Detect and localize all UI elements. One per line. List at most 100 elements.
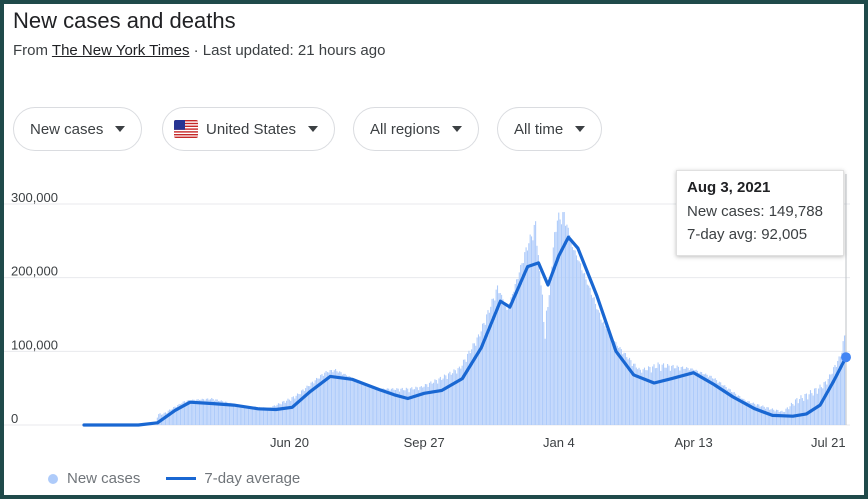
bar — [239, 405, 241, 425]
tooltip-new-cases: New cases: 149,788 — [687, 203, 823, 220]
bar — [424, 383, 426, 425]
bar — [697, 370, 699, 425]
bar — [189, 400, 191, 425]
bar — [302, 389, 304, 425]
bar — [296, 393, 299, 425]
bar — [234, 403, 236, 425]
bar — [378, 388, 380, 425]
bar — [330, 370, 333, 425]
bar — [524, 252, 526, 425]
bar — [503, 302, 505, 425]
bar — [223, 402, 225, 425]
cases-chart[interactable]: 0 100,000 200,000 300,000 Jun 20 Sep 27 Jan 4 A… — [4, 164, 864, 464]
bar — [702, 374, 704, 425]
bar — [313, 383, 315, 425]
bar — [688, 370, 690, 425]
bar — [671, 365, 673, 425]
bar — [694, 370, 696, 425]
bar — [431, 383, 433, 425]
bar — [169, 409, 171, 425]
bar — [291, 397, 293, 425]
bar — [645, 370, 647, 425]
bar — [337, 372, 339, 425]
region-dropdown[interactable]: All regions — [353, 107, 480, 151]
legend-line-label: 7-day average — [204, 470, 301, 487]
bar — [332, 372, 334, 425]
bar — [381, 388, 383, 425]
bar — [717, 383, 719, 425]
bar — [205, 398, 207, 425]
chart-tooltip: Aug 3, 2021 New cases: 149,788 7-day avg… — [676, 170, 844, 256]
bar — [841, 352, 843, 425]
bar — [479, 336, 481, 425]
bar — [505, 306, 507, 425]
bar — [763, 406, 765, 425]
bar — [615, 342, 617, 425]
bar — [355, 379, 357, 425]
bar — [586, 284, 588, 425]
bar — [550, 278, 552, 425]
bar — [200, 399, 202, 425]
bar — [556, 220, 558, 425]
bar — [736, 396, 738, 425]
bar — [581, 270, 583, 425]
bar — [284, 402, 286, 425]
y-tick-label: 300,000 — [11, 190, 58, 205]
bar — [299, 394, 301, 425]
bar — [258, 406, 260, 425]
bar — [705, 373, 707, 425]
bar — [726, 389, 729, 425]
bar — [731, 391, 733, 425]
metric-dropdown[interactable]: New cases — [13, 107, 143, 151]
bar — [393, 389, 395, 425]
bar — [677, 366, 680, 425]
bar — [484, 324, 486, 425]
bar — [462, 359, 465, 425]
bar — [699, 371, 701, 425]
bar — [574, 250, 576, 425]
country-dropdown-label: United States — [206, 120, 297, 138]
bar — [728, 388, 730, 425]
bar — [273, 405, 275, 425]
bar — [441, 379, 443, 425]
bar — [752, 402, 754, 425]
bar — [834, 364, 836, 425]
bar — [366, 385, 368, 425]
source-link[interactable]: The New York Times — [51, 42, 190, 59]
bar — [188, 400, 190, 425]
bar — [286, 400, 288, 425]
bar — [739, 396, 741, 425]
bar — [604, 326, 606, 425]
bar — [638, 367, 640, 425]
bar — [449, 371, 451, 425]
bar — [324, 372, 326, 425]
bar — [680, 367, 682, 425]
bar — [562, 212, 564, 425]
bar — [231, 403, 233, 425]
bar — [447, 373, 450, 425]
bar — [769, 409, 771, 425]
period-dropdown[interactable]: All time — [497, 107, 603, 151]
bar — [843, 335, 846, 425]
country-dropdown[interactable]: United States — [162, 107, 336, 151]
bar — [488, 312, 490, 425]
bar — [658, 364, 660, 425]
bar — [204, 400, 206, 425]
bar — [701, 372, 703, 425]
bar — [443, 374, 445, 425]
bar — [201, 398, 203, 425]
bar — [725, 386, 727, 425]
bar — [277, 403, 279, 425]
bar — [679, 370, 681, 425]
bar — [643, 367, 646, 425]
bar — [224, 401, 226, 425]
bar — [539, 271, 541, 425]
bar — [748, 401, 750, 425]
bar — [358, 381, 360, 425]
bar — [650, 372, 652, 425]
bar — [166, 413, 168, 425]
bar — [340, 372, 342, 425]
y-tick-label: 0 — [11, 411, 18, 426]
bar — [322, 375, 324, 425]
legend-line-swatch — [166, 477, 197, 480]
